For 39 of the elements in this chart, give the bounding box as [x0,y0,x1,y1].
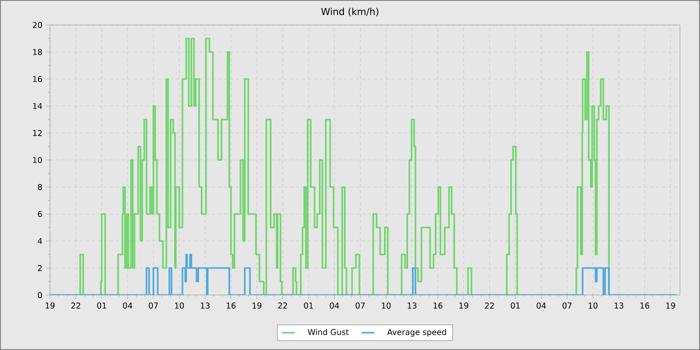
x-tick-label: 13 [408,302,416,309]
x-tick-label: 10 [588,302,598,309]
y-tick-label: 4 [38,238,42,244]
y-tick-label: 12 [33,130,42,136]
x-tick-label: 22 [278,302,287,308]
x-tick-label: 16 [434,302,442,309]
y-tick-label: 14 [33,103,42,109]
x-tick-label: 04 [330,302,340,309]
x-tick-label: 01 [510,302,520,309]
x-tick-label: 19 [252,302,262,309]
x-tick-label: 01 [304,302,313,309]
x-tick-label: 19 [666,302,676,309]
x-tick-label: 19 [46,302,55,309]
x-tick-label: 04 [123,302,132,309]
y-tick-label: 0 [38,292,42,298]
legend-label: Average speed [387,328,446,337]
chart-title: Wind (km/h) [321,8,378,16]
y-tick-label: 20 [32,22,42,28]
x-tick-label: 10 [382,302,391,309]
x-tick-label: 19 [459,302,468,309]
y-tick-label: 16 [33,76,42,82]
y-tick-label: 2 [38,265,42,271]
y-tick-label: 6 [38,210,42,218]
x-tick-label: 22 [485,302,494,308]
x-tick-label: 22 [71,302,80,308]
x-tick-label: 16 [226,302,236,309]
x-tick-label: 01 [97,302,106,309]
x-tick-label: 04 [536,302,546,309]
y-tick-label: 10 [33,156,42,164]
x-tick-label: 13 [614,302,624,309]
x-tick-label: 07 [562,302,572,309]
x-tick-label: 07 [148,302,158,309]
y-tick-label: 8 [38,184,42,190]
x-tick-label: 13 [200,302,210,309]
x-tick-label: 16 [640,302,650,309]
x-tick-label: 07 [356,302,365,309]
legend-label: Wind Gust [308,328,349,336]
x-tick-label: 10 [175,302,184,309]
y-tick-label: 18 [33,48,42,56]
